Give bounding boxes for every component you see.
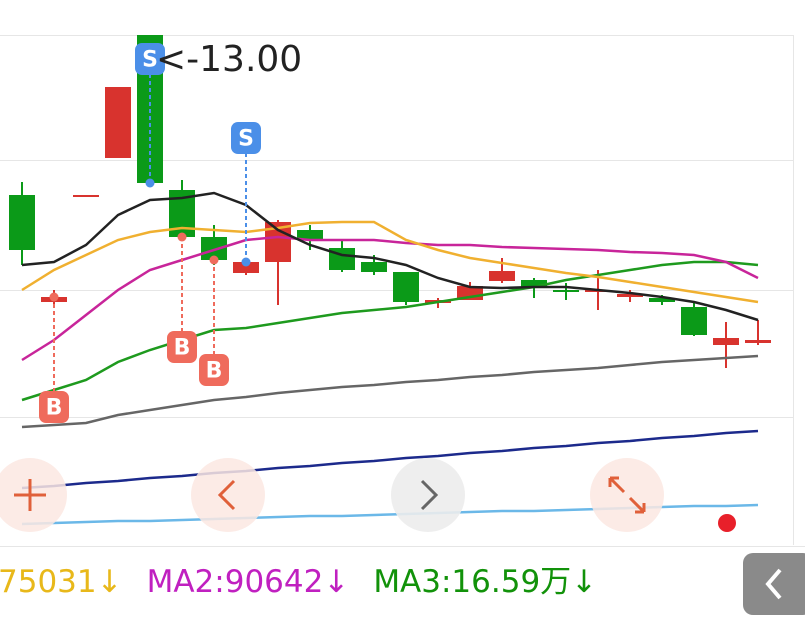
candle-body [393, 272, 419, 302]
prev-button[interactable] [191, 458, 265, 532]
legend-item: MA3:16.59万↓ [373, 564, 597, 600]
ma-line [21, 429, 759, 490]
signal-dot [209, 255, 219, 265]
signal-badge [231, 122, 261, 154]
status-dot [718, 514, 736, 532]
signal-badge [167, 331, 197, 363]
ma-line [21, 235, 759, 362]
candle-body [297, 230, 323, 240]
signal-dot [177, 232, 187, 242]
ma-line [21, 260, 759, 402]
high-annotation: <-13.00 [156, 39, 302, 80]
candle-body [745, 340, 771, 343]
signal-badge [135, 43, 165, 75]
candle-body [73, 195, 99, 197]
candle-body [361, 262, 387, 272]
candle-body [233, 262, 259, 273]
signal-dot [241, 257, 251, 267]
ma-line [21, 354, 759, 429]
candle-body [553, 290, 579, 292]
signal-dot [49, 292, 59, 302]
next-button[interactable] [391, 458, 465, 532]
candle-body [649, 298, 675, 302]
signal-label: B [174, 336, 191, 361]
candle-body [201, 237, 227, 260]
zoom-in-button[interactable] [0, 458, 67, 532]
signal-label: S [238, 127, 254, 152]
chart-controls [0, 458, 736, 532]
signal-label: B [46, 396, 63, 421]
candle-body [105, 87, 131, 158]
candle-body [489, 271, 515, 281]
signal-label: B [206, 359, 223, 384]
signal-badge [199, 354, 229, 386]
signal-badge [39, 391, 69, 423]
legend-item: MA2:90642↓ [147, 564, 350, 600]
signal-label: S [142, 48, 158, 73]
candle-body [617, 294, 643, 297]
signal-dot [145, 178, 155, 188]
candle-body [521, 280, 547, 288]
collapse-button[interactable] [743, 553, 805, 615]
candle-body [681, 307, 707, 335]
ma-line [21, 220, 759, 304]
candle-body [713, 338, 739, 345]
legend-item: 75031↓ [0, 564, 123, 600]
candle-body [9, 195, 35, 250]
legend: 75031↓ MA2:90642↓ MA3:16.59万↓ [0, 564, 597, 600]
fullscreen-button[interactable] [590, 458, 664, 532]
ma-line [21, 191, 759, 322]
